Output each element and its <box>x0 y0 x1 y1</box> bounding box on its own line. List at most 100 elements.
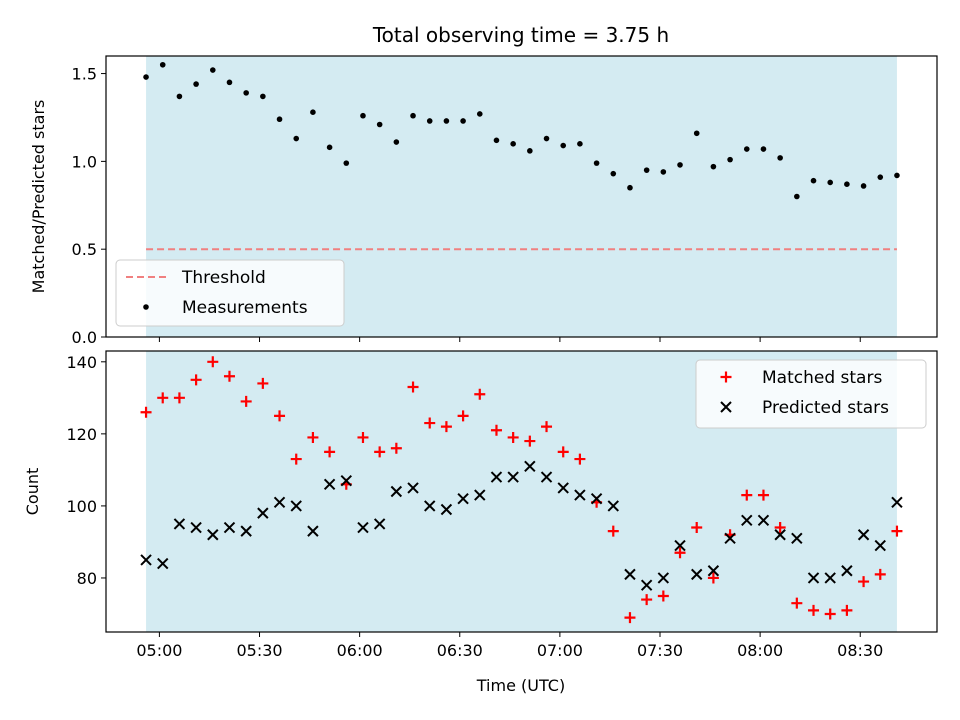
data-point <box>440 503 453 516</box>
data-point <box>727 156 733 163</box>
data-point <box>240 525 252 537</box>
data-point <box>610 170 617 177</box>
data-point <box>209 67 216 73</box>
data-point <box>674 539 686 552</box>
data-point <box>707 565 720 577</box>
data-point <box>157 557 169 570</box>
data-point <box>774 522 786 534</box>
data-point <box>824 572 836 584</box>
data-point <box>874 568 886 580</box>
x-tick-label: 08:30 <box>837 641 883 660</box>
data-point <box>543 135 550 142</box>
y-tick-label: 1.5 <box>72 65 97 84</box>
x-tick-label: 05:00 <box>136 641 182 660</box>
data-point <box>660 169 667 175</box>
y-tick-label: 1.0 <box>72 152 97 171</box>
data-point <box>574 489 586 501</box>
data-point <box>641 594 653 606</box>
chart-title: Total observing time = 3.75 h <box>372 23 669 47</box>
data-point <box>577 141 583 147</box>
data-point <box>541 421 553 433</box>
axes-frame <box>105 55 938 338</box>
data-point <box>410 112 416 119</box>
y-tick-label: 100 <box>66 497 97 516</box>
data-point <box>891 525 903 537</box>
x-tick-label: 08:00 <box>737 641 783 660</box>
data-point <box>860 183 867 189</box>
data-point <box>257 507 269 519</box>
data-point <box>674 547 686 559</box>
y-tick-label: 120 <box>66 425 97 444</box>
legend: Matched stars Predicted stars <box>695 359 927 429</box>
data-point <box>657 590 669 602</box>
legend-label: Threshold <box>181 268 266 288</box>
data-point <box>657 572 670 584</box>
data-point <box>691 522 703 534</box>
data-point <box>877 174 884 180</box>
data-point <box>407 482 419 494</box>
data-point <box>390 485 403 498</box>
data-point <box>140 406 152 418</box>
y-axis-label: Count <box>23 468 42 516</box>
data-point <box>457 492 469 505</box>
data-point <box>273 496 286 509</box>
data-point <box>157 392 169 404</box>
data-point <box>574 453 586 465</box>
data-point <box>307 431 319 443</box>
data-point <box>490 424 502 436</box>
data-point <box>710 163 717 170</box>
legend-box <box>115 259 345 327</box>
data-point <box>190 374 202 386</box>
legend-label: Matched stars <box>762 368 882 388</box>
data-point <box>557 482 569 494</box>
y-tick-label: 80 <box>77 569 97 588</box>
data-point <box>844 181 850 188</box>
data-point <box>326 144 333 151</box>
y-axis-label: Matched/Predicted stars <box>29 100 48 294</box>
data-point <box>373 518 386 530</box>
data-point <box>640 579 653 591</box>
data-point <box>507 471 519 483</box>
data-point <box>393 139 400 145</box>
data-point <box>324 446 336 458</box>
y-tick-label: 0.0 <box>72 328 97 347</box>
data-point <box>593 160 600 166</box>
data-point <box>724 532 736 545</box>
data-point <box>390 442 402 454</box>
data-point <box>540 471 553 483</box>
data-point <box>140 554 152 566</box>
data-point <box>510 141 516 147</box>
data-point <box>827 179 834 186</box>
axes-frame <box>105 350 938 633</box>
data-point <box>810 177 817 184</box>
data-point <box>223 521 236 534</box>
data-point <box>207 529 219 541</box>
series-predicted-stars <box>140 460 903 591</box>
data-point <box>624 568 636 581</box>
data-point <box>841 604 853 616</box>
data-point <box>791 597 803 609</box>
x-axis-label: Time (UTC) <box>476 676 565 695</box>
data-point <box>376 121 383 128</box>
data-point <box>173 392 185 404</box>
data-point <box>677 162 683 168</box>
data-point <box>607 525 619 537</box>
x-tick-label: 07:00 <box>537 641 583 660</box>
data-point <box>374 446 386 458</box>
data-point <box>476 111 483 117</box>
data-point <box>360 112 366 119</box>
data-point <box>691 568 703 581</box>
data-point <box>176 93 183 100</box>
data-point <box>560 142 567 149</box>
data-point <box>807 572 820 584</box>
y-tick-label: 0.5 <box>72 240 97 259</box>
data-point <box>457 410 469 422</box>
data-point <box>557 446 569 458</box>
data-point <box>774 529 786 541</box>
data-point <box>440 421 452 433</box>
data-point <box>841 565 853 577</box>
x-tick-label: 07:30 <box>637 641 683 660</box>
data-point <box>490 471 503 483</box>
data-point <box>340 474 352 487</box>
